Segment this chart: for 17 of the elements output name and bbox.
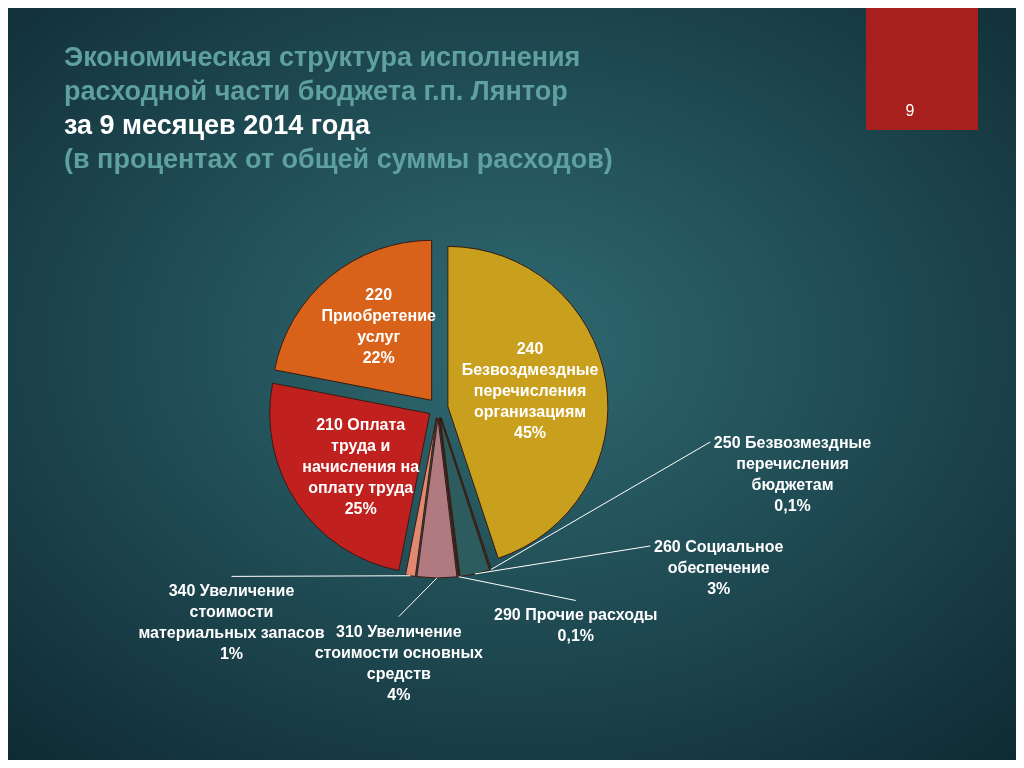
data-label: 0,1% xyxy=(557,627,594,645)
slice-label: 290 Прочие расходы xyxy=(494,606,658,624)
data-label: 22% xyxy=(362,348,395,366)
text: 9 xyxy=(905,102,915,119)
chart-subtitle: за 9 месяцев 2014 года xyxy=(64,110,371,140)
slice-label: 250 Безвозмездные перечисления бюджетам xyxy=(713,433,872,493)
slice-label: 210 Оплата труда и начисления на оплату труда xyxy=(302,416,420,497)
slice-label: 240 Безвоздмездные перечисления организациям xyxy=(461,340,599,421)
data-label: 25% xyxy=(344,500,377,518)
text: (в процентах от общей суммы расходов) xyxy=(64,144,613,174)
data-label: 45% xyxy=(514,424,547,442)
slice-label: 260 Социальное обеспечение xyxy=(654,537,784,576)
data-label: 1% xyxy=(219,645,244,663)
data-label: 0,1% xyxy=(774,496,811,514)
data-label: 4% xyxy=(387,685,411,703)
chart-title: Экономическая структура исполнения расходной части бюджета г.п. Лянтор xyxy=(64,42,581,106)
data-label: 3% xyxy=(707,579,731,597)
